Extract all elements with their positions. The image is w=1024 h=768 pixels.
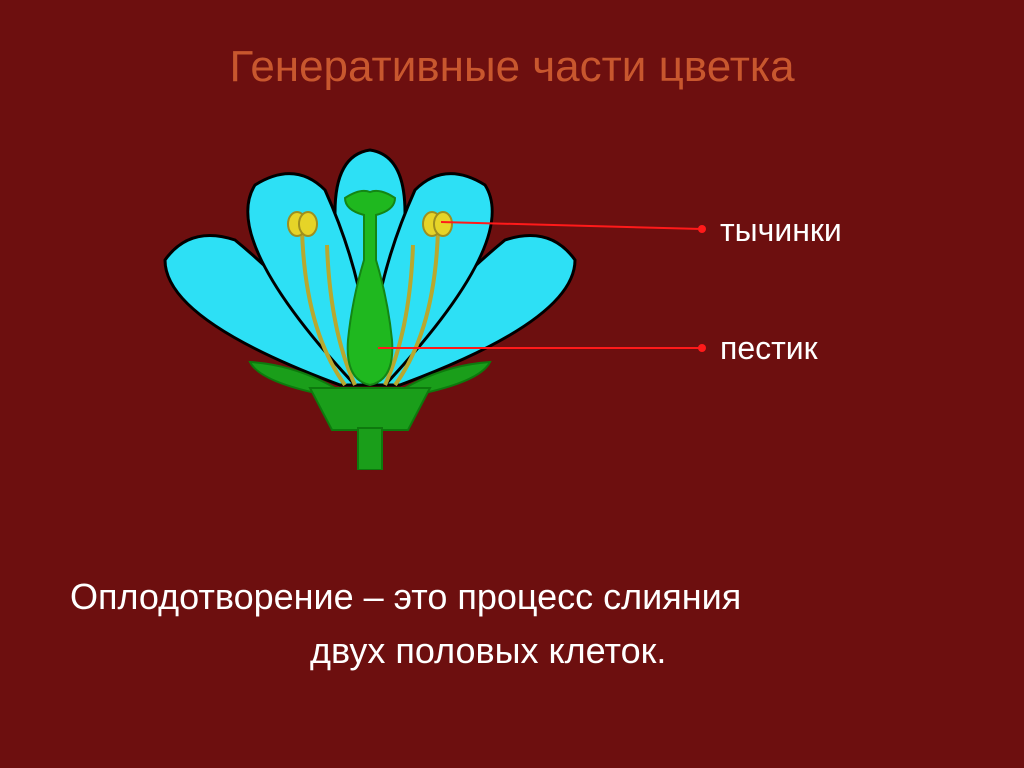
definition-line-2: двух половых клеток. [70, 630, 666, 671]
definition-text: Оплодотворение – это процесс слияния дву… [70, 570, 970, 678]
flower-diagram [160, 130, 580, 470]
label-stamen: тычинки [720, 212, 842, 249]
anther-4b [434, 212, 452, 236]
anther-1b [299, 212, 317, 236]
page-title: Генеративные части цветка [0, 0, 1024, 92]
definition-line-1: Оплодотворение – это процесс слияния [70, 576, 741, 617]
stem [358, 428, 382, 470]
label-pistil: пестик [720, 330, 818, 367]
receptacle [310, 388, 430, 430]
